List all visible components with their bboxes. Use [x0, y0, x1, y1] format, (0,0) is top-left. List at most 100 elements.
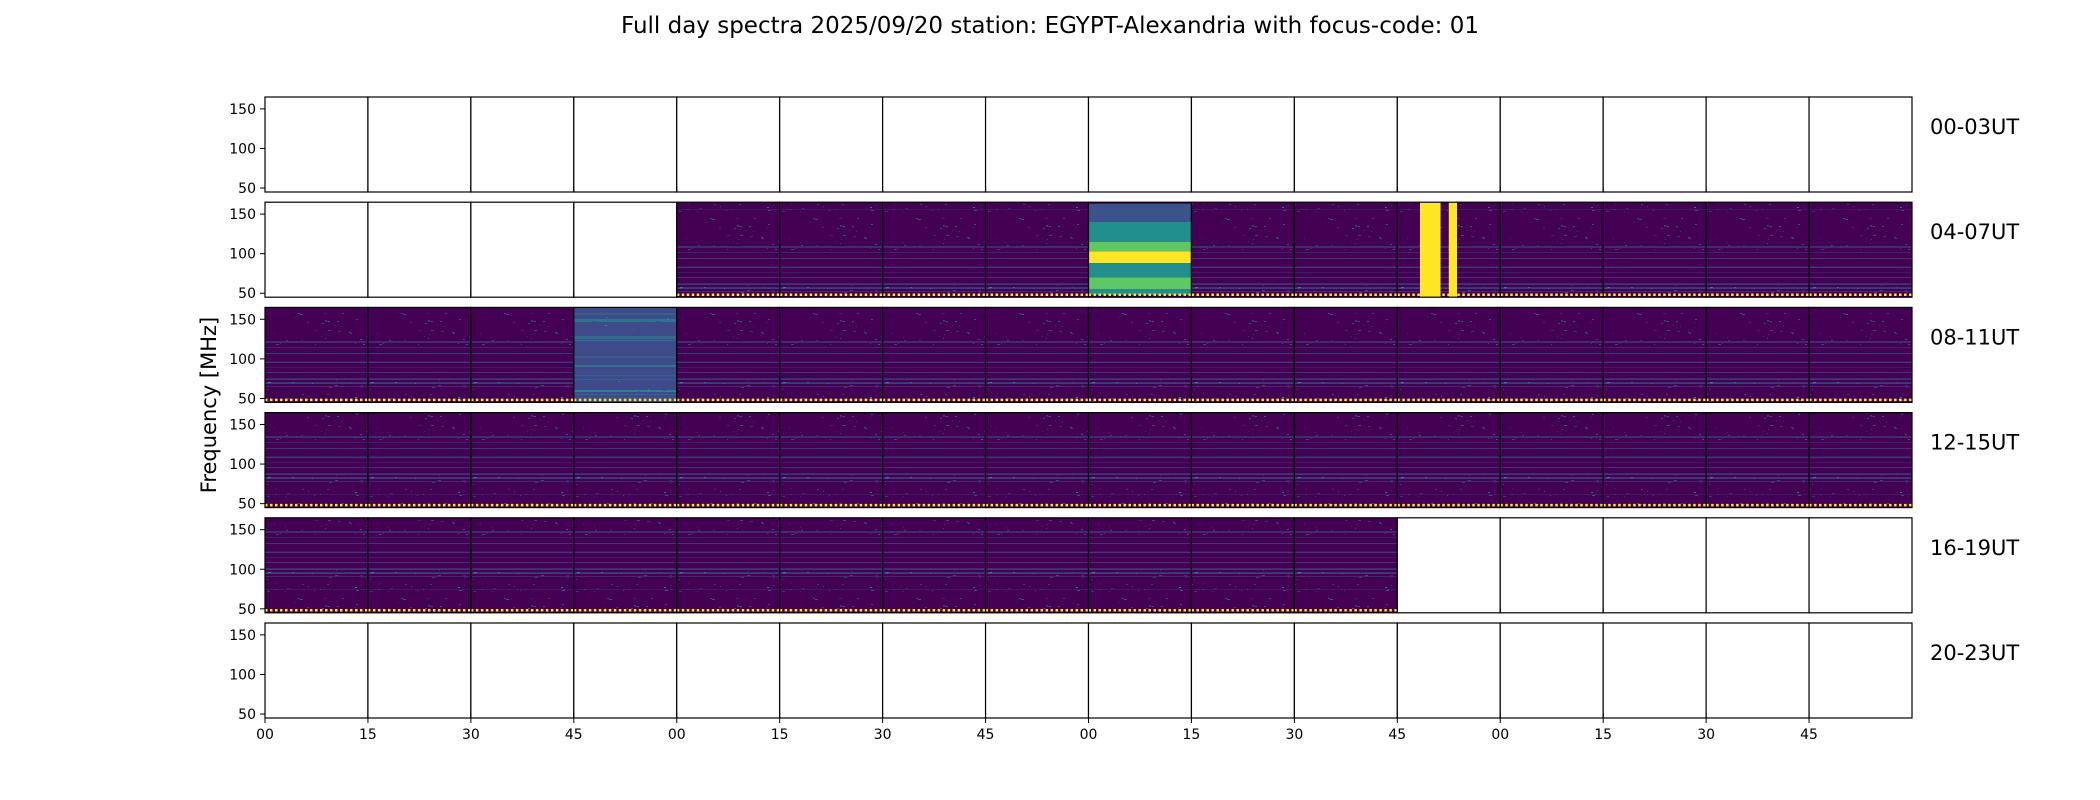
y-tick-label: 50: [238, 286, 256, 302]
empty-panel: [1191, 623, 1295, 718]
panel-20-23UT-7: [882, 622, 987, 719]
panel-04-07UT-3: [470, 201, 575, 298]
panel-04-07UT-13: [1499, 201, 1604, 298]
panel-00-03UT-12: [1396, 96, 1501, 193]
panel-00-03UT-5: [676, 96, 781, 193]
row-12-15UT: 150 100 50 12-15UT: [229, 412, 2019, 513]
spectrum-panel: [1500, 307, 1604, 403]
spectrum-panel: [265, 307, 368, 403]
panel-20-23UT-11: [1293, 622, 1398, 719]
x-tick-label: 00: [1080, 727, 1098, 743]
panel-04-07UT-12: [1396, 201, 1501, 298]
panel-00-03UT-8: [984, 96, 1090, 193]
empty-panel: [1191, 97, 1295, 192]
empty-panel: [265, 202, 368, 298]
empty-panel: [265, 623, 368, 718]
panel-12-15UT-8: [984, 412, 1090, 509]
spectrum-panel: [1706, 412, 1810, 508]
panel-00-03UT-13: [1499, 96, 1604, 193]
spectrum-panel: [1088, 517, 1192, 613]
x-tick-label: 15: [1183, 727, 1201, 743]
row-label: 16-19UT: [1930, 536, 2019, 560]
empty-panel: [1706, 97, 1810, 192]
panel-08-11UT-16: [1808, 306, 1913, 403]
panel-12-15UT-9: [1087, 412, 1193, 509]
empty-panel: [779, 623, 883, 718]
empty-panel: [1088, 623, 1192, 718]
spectrum-panel: [1397, 412, 1501, 508]
panel-12-15UT-2: [367, 412, 472, 509]
chart-title: Full day spectra 2025/09/20 station: EGY…: [621, 13, 1479, 39]
emission-band: [1088, 277, 1192, 290]
row-16-19UT: 150 100 50 16-19UT: [229, 517, 2019, 618]
empty-panel: [1088, 97, 1192, 192]
panel-16-19UT-11: [1293, 517, 1398, 614]
panel-00-03UT-14: [1602, 96, 1707, 193]
panel-00-03UT-2: [367, 96, 472, 193]
spectrum-panel: [985, 517, 1089, 613]
spectrum-panel: [779, 202, 883, 298]
empty-panel: [1294, 97, 1398, 192]
panel-08-11UT-11: [1293, 306, 1398, 403]
panel-04-07UT-9: [1087, 201, 1193, 298]
spectra-rows: 150 100 50 00-03UT 150 100 50 04-07UT 150 100 50 08…: [229, 96, 2019, 723]
panel-20-23UT-13: [1499, 622, 1604, 719]
spectrum-panel: [573, 517, 677, 613]
panel-04-07UT-1: [264, 201, 369, 298]
panel-frame: [1808, 622, 1913, 719]
empty-panel: [1397, 517, 1501, 613]
x-axis-ticks: 00 15 30 45 00 15 30 45 00 15 30 45 00 15 30 45: [256, 718, 1818, 743]
spectrum-panel: [985, 307, 1089, 403]
panel-16-19UT-3: [470, 517, 575, 614]
panel-20-23UT-8: [984, 622, 1090, 719]
panel-04-07UT-11: [1293, 201, 1398, 298]
y-tick-label: 50: [238, 181, 256, 197]
spectrum-panel: [1191, 307, 1295, 403]
spectrum-panel: [882, 412, 986, 508]
panel-04-07UT-7: [882, 201, 987, 298]
empty-panel: [367, 202, 471, 298]
x-tick-label: 30: [1697, 727, 1715, 743]
row-label: 12-15UT: [1930, 431, 2019, 455]
spectrum-panel: [882, 202, 986, 298]
panel-00-03UT-11: [1293, 96, 1398, 193]
spectrum-panel: [1191, 517, 1295, 613]
spectrum-panel: [573, 412, 677, 508]
panel-20-23UT-15: [1705, 622, 1810, 719]
row-label: 20-23UT: [1930, 641, 2019, 665]
panel-frame: [1808, 96, 1913, 193]
y-tick-label: 100: [229, 247, 256, 263]
panel-04-07UT-15: [1705, 201, 1810, 298]
panel-00-03UT-3: [470, 96, 575, 193]
panel-08-11UT-5: [676, 306, 781, 403]
row-label: 04-07UT: [1930, 220, 2019, 244]
panel-04-07UT-4: [573, 201, 678, 298]
panel-16-19UT-6: [779, 517, 884, 614]
panel-12-15UT-6: [779, 412, 884, 509]
panel-16-19UT-14: [1602, 517, 1707, 614]
panel-04-07UT-5: [676, 201, 781, 298]
empty-panel: [1500, 623, 1604, 718]
spectrum-panel: [1603, 412, 1707, 508]
spectrum-panel: [985, 202, 1089, 298]
x-tick-label: 30: [874, 727, 892, 743]
empty-panel: [1397, 623, 1501, 718]
empty-panel: [265, 97, 368, 192]
x-tick-label: 45: [977, 727, 995, 743]
panel-08-11UT-7: [882, 306, 987, 403]
empty-panel: [1500, 97, 1604, 192]
spectrum-panel: [1294, 412, 1398, 508]
x-tick-label: 15: [1594, 727, 1612, 743]
spectrum-panel: [367, 307, 471, 403]
spectrum-panel: [779, 412, 883, 508]
x-tick-label: 15: [771, 727, 789, 743]
panel-12-15UT-4: [573, 412, 678, 509]
spectrum-panel: [779, 517, 883, 613]
panel-00-03UT-16: [1808, 96, 1913, 193]
spectrum-panel: [676, 202, 780, 298]
panel-04-07UT-16: [1808, 201, 1913, 298]
emission-band: [1088, 221, 1192, 242]
panel-00-03UT-15: [1705, 96, 1810, 193]
spectrum-panel: [779, 307, 883, 403]
